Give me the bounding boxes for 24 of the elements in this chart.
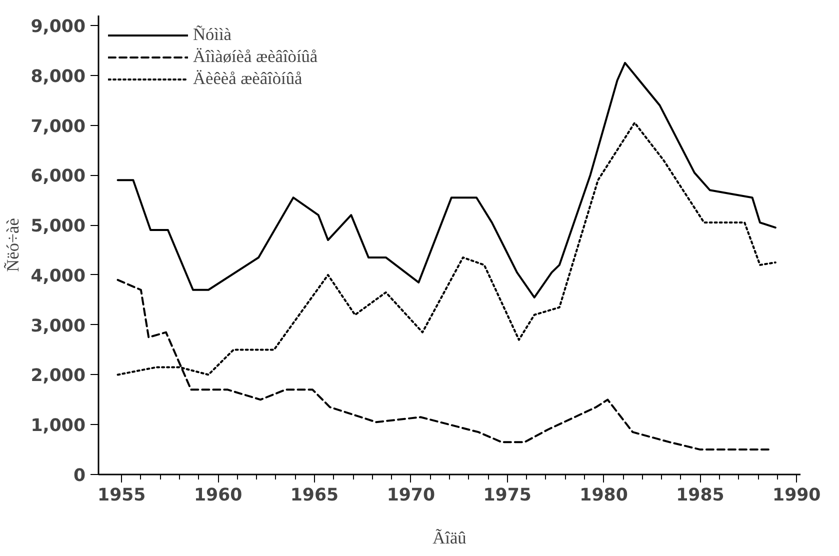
y-axis-title: Ñëó÷àè (4, 218, 23, 272)
y-tick-label: 2,000 (30, 366, 86, 386)
x-tick-label: 1975 (483, 486, 532, 506)
legend-label: Äîìàøíèå æèâîòíûå (193, 47, 318, 67)
y-tick-label: 7,000 (30, 116, 86, 137)
x-axis-title: Ãîäû (432, 528, 467, 548)
y-tick-label: 0 (73, 466, 86, 486)
x-tick-label: 1965 (290, 486, 339, 506)
x-tick-label: 1955 (98, 486, 146, 506)
legend-label: Äèêèå æèâîòíûå (193, 69, 302, 89)
x-tick-label: 1960 (194, 486, 242, 506)
x-tick-label: 1985 (676, 486, 724, 506)
y-tick-label: 4,000 (30, 266, 86, 286)
y-tick-label: 8,000 (30, 66, 86, 87)
x-tick-label: 1990 (772, 486, 821, 506)
y-tick-label: 3,000 (30, 316, 86, 336)
line-series (116, 62, 776, 298)
y-tick-label: 5,000 (30, 216, 86, 237)
y-tick-label: 1,000 (30, 416, 86, 436)
y-tick-label: 6,000 (30, 166, 86, 187)
y-tick-label: 9,000 (30, 16, 86, 37)
x-tick-label: 1980 (580, 486, 628, 506)
legend-label: Ñóììà (193, 25, 232, 45)
x-tick-label: 1970 (386, 486, 436, 506)
